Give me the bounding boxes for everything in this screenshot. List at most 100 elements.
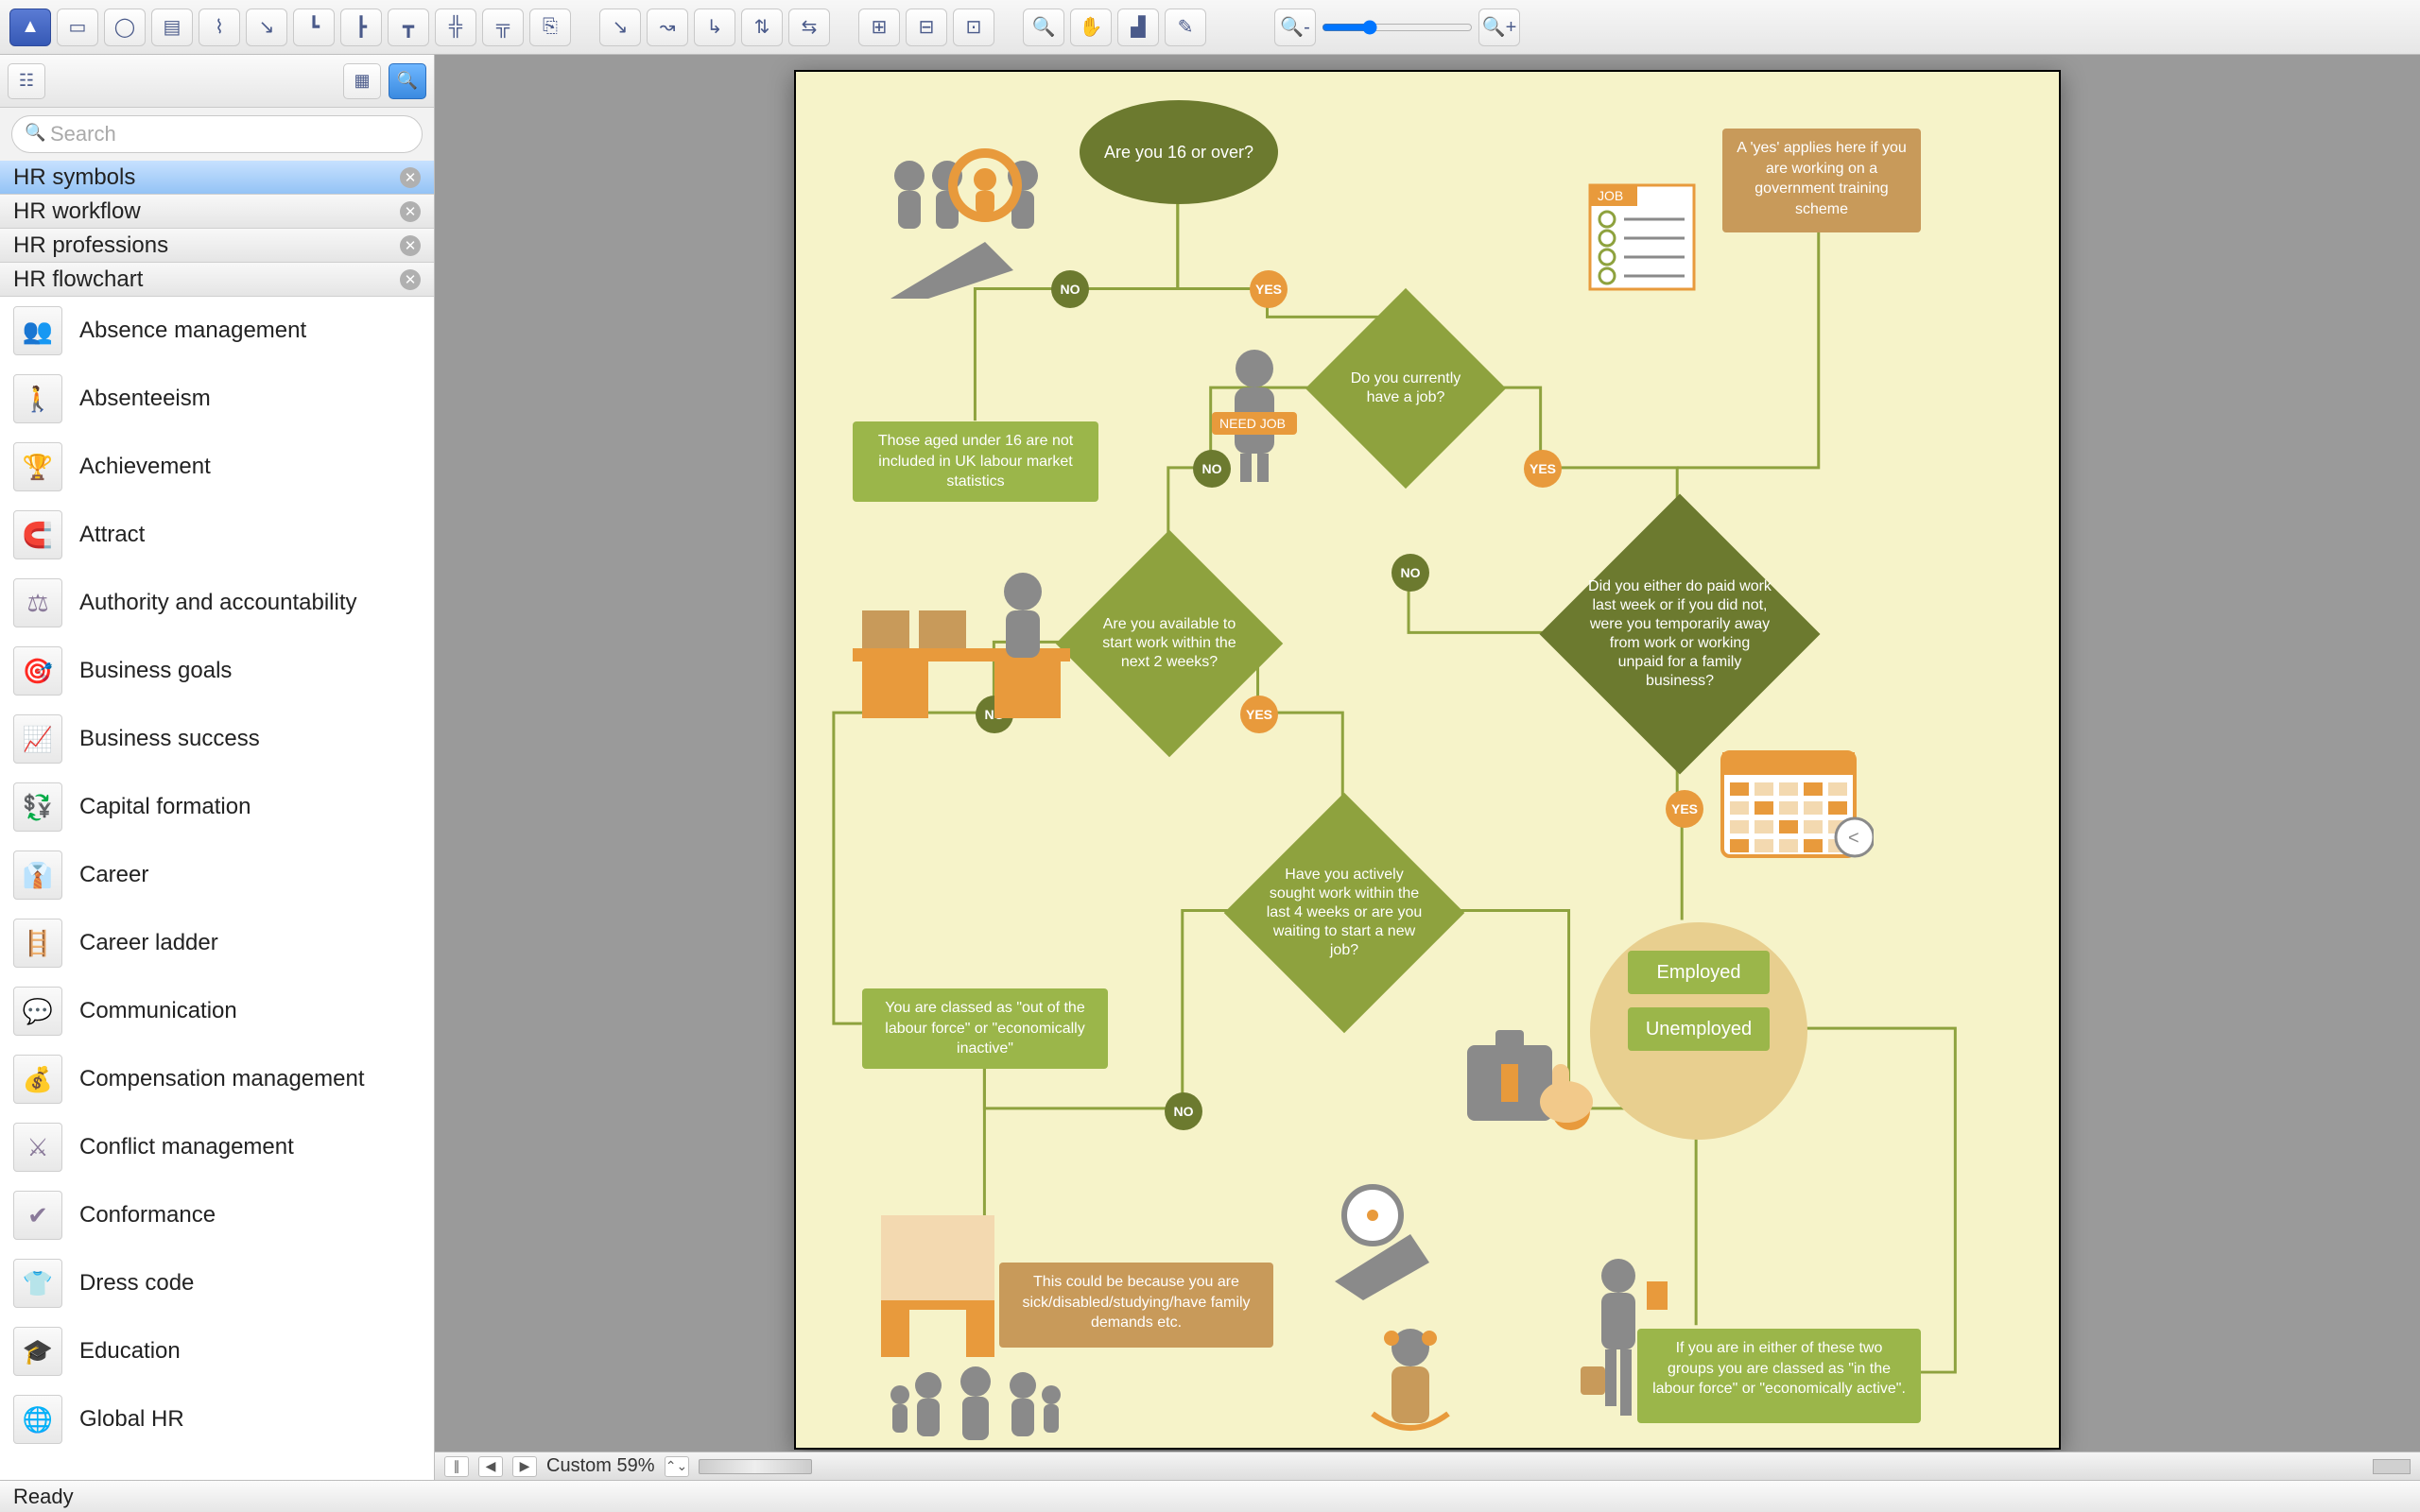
tree-tool-1[interactable]: ┗ bbox=[293, 9, 335, 46]
stencil-business-success[interactable]: 📈Business success bbox=[0, 705, 434, 773]
connector-tool[interactable]: ↘ bbox=[246, 9, 287, 46]
view-mode-strip[interactable] bbox=[699, 1459, 812, 1474]
stencil-label: Conflict management bbox=[79, 1134, 294, 1160]
stencil-label: Education bbox=[79, 1338, 181, 1365]
sidebar-search-view-button[interactable]: 🔍 bbox=[389, 63, 426, 99]
node-d_paid[interactable]: Did you either do paid work last week or… bbox=[1540, 494, 1821, 775]
node-res_emp[interactable]: Employed bbox=[1628, 951, 1770, 994]
category-hr-flowchart[interactable]: HR flowchart✕ bbox=[0, 263, 434, 297]
node-text: Are you available to start work within t… bbox=[1089, 610, 1250, 678]
zoom-in-tool[interactable]: 🔍 bbox=[1023, 9, 1064, 46]
illustration-hospital-family bbox=[872, 1206, 1080, 1452]
search-input[interactable] bbox=[11, 115, 423, 153]
zoom-slider[interactable] bbox=[1322, 20, 1473, 35]
stencil-attract[interactable]: 🧲Attract bbox=[0, 501, 434, 569]
stencil-education[interactable]: 🎓Education bbox=[0, 1317, 434, 1385]
category-close-icon[interactable]: ✕ bbox=[400, 235, 421, 256]
table-tool[interactable]: ⌇ bbox=[199, 9, 240, 46]
ellipse-tool[interactable]: ◯ bbox=[104, 9, 146, 46]
stencil-thumb-icon: 🧲 bbox=[13, 510, 62, 559]
category-hr-workflow[interactable]: HR workflow ✕ bbox=[0, 195, 434, 229]
stencil-dress-code[interactable]: 👕Dress code bbox=[0, 1249, 434, 1317]
node-note_gov[interactable]: A 'yes' applies here if you are working … bbox=[1722, 129, 1921, 232]
toolbar-group-view: 🔍✋▟✎ bbox=[1023, 9, 1206, 46]
category-close-icon[interactable]: ✕ bbox=[400, 201, 421, 222]
badge-b_yes1: YES bbox=[1250, 270, 1288, 308]
line-tool-3[interactable]: ↳ bbox=[694, 9, 735, 46]
pan-tool[interactable]: ✋ bbox=[1070, 9, 1112, 46]
line-tool-1[interactable]: ↘ bbox=[599, 9, 641, 46]
node-d_sought[interactable]: Have you actively sought work within the… bbox=[1224, 793, 1465, 1034]
stencil-thumb-icon: 💱 bbox=[13, 782, 62, 832]
stencil-capital-formation[interactable]: 💱Capital formation bbox=[0, 773, 434, 841]
category-hr-symbols[interactable]: HR symbols✕ bbox=[0, 161, 434, 195]
layout-2[interactable]: ⊟ bbox=[906, 9, 947, 46]
pointer-tool[interactable]: ▲ bbox=[9, 9, 51, 46]
sidebar: ☷ ▦ 🔍 HR symbols✕HR workflow✕HR professi… bbox=[0, 55, 435, 1480]
stencil-absence-management[interactable]: 👥Absence management bbox=[0, 297, 434, 365]
node-start[interactable]: Are you 16 or over? bbox=[1080, 100, 1278, 204]
stamp-tool[interactable]: ▟ bbox=[1117, 9, 1159, 46]
stencil-business-goals[interactable]: 🎯Business goals bbox=[0, 637, 434, 705]
page-next-button[interactable]: ▶ bbox=[512, 1456, 537, 1477]
stencil-thumb-icon: 🚶 bbox=[13, 374, 62, 423]
zoom-in-button[interactable]: 🔍+ bbox=[1478, 9, 1520, 46]
category-hr-professions[interactable]: HR professions✕ bbox=[0, 229, 434, 263]
page-prev-button[interactable]: ◀ bbox=[478, 1456, 503, 1477]
category-close-icon[interactable]: ✕ bbox=[400, 167, 421, 188]
canvas-scroll[interactable]: Are you 16 or over? A 'yes' applies here … bbox=[435, 55, 2420, 1452]
stencil-career-ladder[interactable]: 🪜Career ladder bbox=[0, 909, 434, 977]
page-pause-button[interactable]: ∥ bbox=[444, 1456, 469, 1477]
tree-tool-3[interactable]: ┳ bbox=[388, 9, 429, 46]
align-tool-1[interactable]: ⇅ bbox=[741, 9, 783, 46]
badge-b_no3: NO bbox=[1392, 554, 1429, 592]
node-text: Have you actively sought work within the… bbox=[1259, 860, 1429, 966]
corner-widget[interactable] bbox=[2373, 1459, 2411, 1474]
stencil-achievement[interactable]: 🏆Achievement bbox=[0, 433, 434, 501]
layout-1[interactable]: ⊞ bbox=[858, 9, 900, 46]
stencil-thumb-icon: ⚔ bbox=[13, 1123, 62, 1172]
stencil-thumb-icon: ⚖ bbox=[13, 578, 62, 627]
stencil-absenteeism[interactable]: 🚶Absenteeism bbox=[0, 365, 434, 433]
illustration-briefcase-thumb bbox=[1458, 1017, 1599, 1140]
node-res_unemp[interactable]: Unemployed bbox=[1628, 1007, 1770, 1051]
node-d_job[interactable]: Do you currently have a job? bbox=[1305, 288, 1506, 489]
sidebar-tree-view-button[interactable]: ☷ bbox=[8, 63, 45, 99]
layout-3[interactable]: ⊡ bbox=[953, 9, 994, 46]
stencil-authority-and-accountability[interactable]: ⚖Authority and accountability bbox=[0, 569, 434, 637]
canvas-bottom-bar: ∥ ◀ ▶ Custom 59% ⌃⌄ bbox=[435, 1452, 2420, 1480]
zoom-out-button[interactable]: 🔍- bbox=[1274, 9, 1316, 46]
stencil-label: Career bbox=[79, 862, 148, 888]
line-tool-2[interactable]: ↝ bbox=[647, 9, 688, 46]
text-tool[interactable]: ▤ bbox=[151, 9, 193, 46]
tree-tool-2[interactable]: ┣ bbox=[340, 9, 382, 46]
stencil-list[interactable]: 👥Absence management🚶Absenteeism🏆Achievem… bbox=[0, 297, 434, 1480]
eyedropper-tool[interactable]: ✎ bbox=[1165, 9, 1206, 46]
sidebar-grid-view-button[interactable]: ▦ bbox=[343, 63, 381, 99]
align-tool-2[interactable]: ⇆ bbox=[788, 9, 830, 46]
stencil-label: Business success bbox=[79, 726, 260, 752]
tree-tool-5[interactable]: ╦ bbox=[482, 9, 524, 46]
stencil-compensation-management[interactable]: 💰Compensation management bbox=[0, 1045, 434, 1113]
stencil-communication[interactable]: 💬Communication bbox=[0, 977, 434, 1045]
badge-b_no5: NO bbox=[1165, 1092, 1202, 1130]
illustration-need-job-person: NEED JOB bbox=[1202, 346, 1306, 488]
export-tool[interactable]: ⎘ bbox=[529, 9, 571, 46]
node-note_out[interactable]: You are classed as "out of the labour fo… bbox=[862, 988, 1108, 1069]
node-note_u16[interactable]: Those aged under 16 are not included in … bbox=[853, 421, 1098, 502]
rect-tool[interactable]: ▭ bbox=[57, 9, 98, 46]
stencil-conflict-management[interactable]: ⚔ Conflict management bbox=[0, 1113, 434, 1181]
svg-text:NEED JOB: NEED JOB bbox=[1219, 416, 1286, 431]
node-note_active[interactable]: If you are in either of these two groups… bbox=[1637, 1329, 1921, 1423]
category-label: HR workflow bbox=[13, 198, 141, 225]
drawing-page[interactable]: Are you 16 or over? A 'yes' applies here … bbox=[794, 70, 2061, 1450]
stencil-career[interactable]: 👔Career bbox=[0, 841, 434, 909]
stencil-conformance[interactable]: ✔Conformance bbox=[0, 1181, 434, 1249]
stencil-global-hr[interactable]: 🌐Global HR bbox=[0, 1385, 434, 1453]
badge-b_yes2: YES bbox=[1524, 450, 1562, 488]
stencil-thumb-icon: 👥 bbox=[13, 306, 62, 355]
tree-tool-4[interactable]: ╬ bbox=[435, 9, 476, 46]
category-close-icon[interactable]: ✕ bbox=[400, 269, 421, 290]
zoom-stepper[interactable]: ⌃⌄ bbox=[665, 1456, 689, 1477]
illustration-calendar: < bbox=[1713, 733, 1874, 866]
